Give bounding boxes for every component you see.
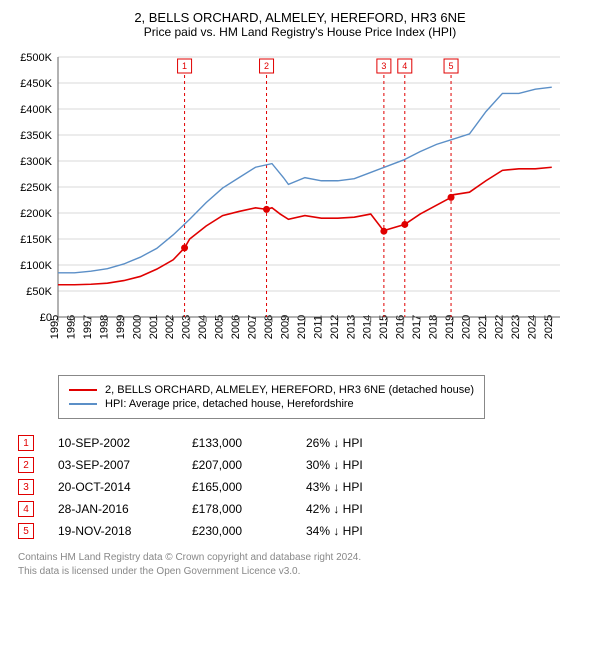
svg-text:2018: 2018 [428,315,440,339]
svg-text:2016: 2016 [395,315,407,339]
svg-text:2010: 2010 [296,315,308,339]
sale-delta: 42% ↓ HPI [306,502,396,516]
svg-text:5: 5 [449,61,454,71]
footer-line: This data is licensed under the Open Gov… [18,565,590,579]
svg-text:2007: 2007 [247,315,259,339]
sales-row: 4 28-JAN-2016 £178,000 42% ↓ HPI [18,501,590,517]
page-subtitle: Price paid vs. HM Land Registry's House … [10,25,590,39]
sale-date: 28-JAN-2016 [58,502,168,516]
svg-text:£300K: £300K [20,156,52,168]
svg-text:£350K: £350K [20,130,52,142]
legend-item: HPI: Average price, detached house, Here… [69,398,474,410]
sale-delta: 30% ↓ HPI [306,458,396,472]
svg-text:2001: 2001 [148,315,160,339]
chart-legend: 2, BELLS ORCHARD, ALMELEY, HEREFORD, HR3… [58,375,485,419]
sale-price: £133,000 [192,436,282,450]
sale-marker-icon: 3 [18,479,34,495]
page-title: 2, BELLS ORCHARD, ALMELEY, HEREFORD, HR3… [10,10,590,25]
sale-delta: 26% ↓ HPI [306,436,396,450]
sale-marker-icon: 1 [18,435,34,451]
sale-marker-icon: 2 [18,457,34,473]
svg-text:2024: 2024 [526,315,538,339]
svg-text:3: 3 [381,61,386,71]
svg-text:£400K: £400K [20,104,52,116]
sale-marker-icon: 4 [18,501,34,517]
sale-marker-icon: 5 [18,523,34,539]
svg-text:2023: 2023 [510,315,522,339]
svg-text:2002: 2002 [164,315,176,339]
sale-date: 20-OCT-2014 [58,480,168,494]
svg-text:2: 2 [264,61,269,71]
svg-text:2015: 2015 [378,315,390,339]
sales-row: 5 19-NOV-2018 £230,000 34% ↓ HPI [18,523,590,539]
attribution-footer: Contains HM Land Registry data © Crown c… [18,551,590,578]
svg-text:1: 1 [182,61,187,71]
svg-text:2017: 2017 [411,315,423,339]
svg-text:1999: 1999 [115,315,127,339]
legend-label: HPI: Average price, detached house, Here… [105,398,354,410]
svg-text:£100K: £100K [20,260,52,272]
svg-text:4: 4 [402,61,407,71]
svg-text:1995: 1995 [49,315,61,339]
legend-item: 2, BELLS ORCHARD, ALMELEY, HEREFORD, HR3… [69,384,474,396]
svg-text:2000: 2000 [131,315,143,339]
svg-text:1997: 1997 [82,315,94,339]
svg-text:2020: 2020 [460,315,472,339]
footer-line: Contains HM Land Registry data © Crown c… [18,551,590,565]
svg-text:2012: 2012 [329,315,341,339]
svg-text:£450K: £450K [20,78,52,90]
svg-text:2014: 2014 [362,315,374,339]
legend-swatch [69,403,97,405]
price-chart: £0£50K£100K£150K£200K£250K£300K£350K£400… [10,47,590,367]
svg-text:2005: 2005 [214,315,226,339]
sales-table: 1 10-SEP-2002 £133,000 26% ↓ HPI 2 03-SEP-200… [18,435,590,539]
svg-text:2003: 2003 [181,315,193,339]
svg-text:1996: 1996 [65,315,77,339]
svg-text:2025: 2025 [543,315,555,339]
svg-text:2021: 2021 [477,315,489,339]
sales-row: 3 20-OCT-2014 £165,000 43% ↓ HPI [18,479,590,495]
svg-text:2019: 2019 [444,315,456,339]
svg-text:2004: 2004 [197,315,209,339]
sale-price: £207,000 [192,458,282,472]
sale-date: 19-NOV-2018 [58,524,168,538]
sale-price: £165,000 [192,480,282,494]
svg-text:£150K: £150K [20,234,52,246]
legend-label: 2, BELLS ORCHARD, ALMELEY, HEREFORD, HR3… [105,384,474,396]
svg-text:£50K: £50K [26,286,52,298]
sale-price: £230,000 [192,524,282,538]
sales-row: 2 03-SEP-2007 £207,000 30% ↓ HPI [18,457,590,473]
sale-date: 10-SEP-2002 [58,436,168,450]
svg-text:2022: 2022 [493,315,505,339]
svg-text:2011: 2011 [312,315,324,339]
svg-text:2008: 2008 [263,315,275,339]
svg-text:2006: 2006 [230,315,242,339]
legend-swatch [69,389,97,391]
sale-delta: 34% ↓ HPI [306,524,396,538]
svg-text:£500K: £500K [20,52,52,64]
svg-text:2013: 2013 [345,315,357,339]
sales-row: 1 10-SEP-2002 £133,000 26% ↓ HPI [18,435,590,451]
svg-text:2009: 2009 [279,315,291,339]
svg-text:£200K: £200K [20,208,52,220]
sale-date: 03-SEP-2007 [58,458,168,472]
sale-delta: 43% ↓ HPI [306,480,396,494]
svg-text:1998: 1998 [98,315,110,339]
sale-price: £178,000 [192,502,282,516]
svg-text:£250K: £250K [20,182,52,194]
